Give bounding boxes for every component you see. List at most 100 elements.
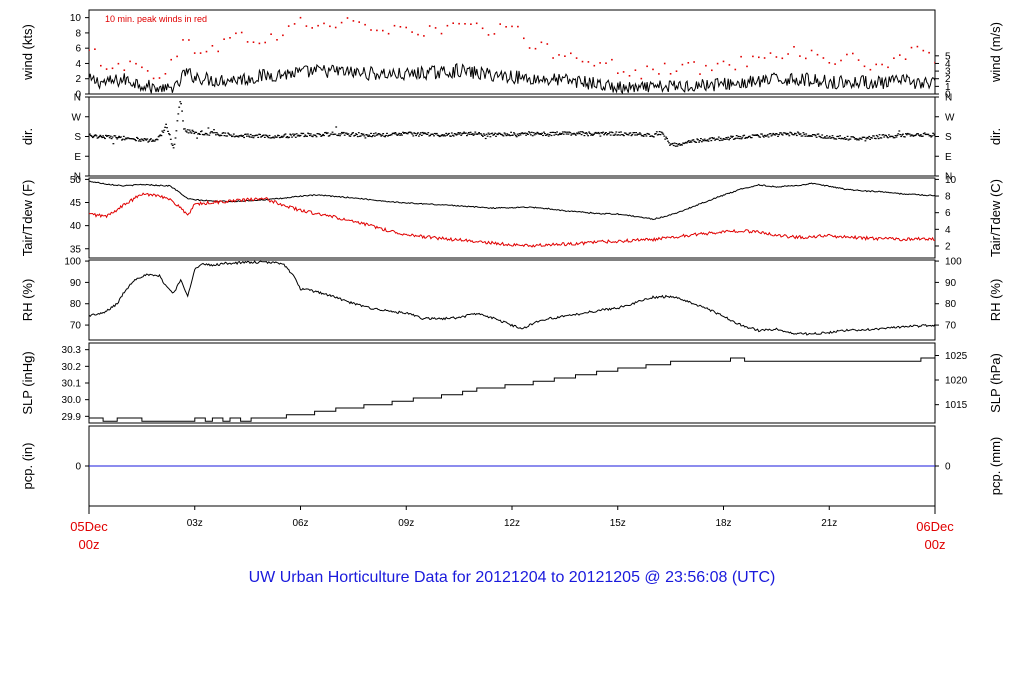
- direction-dot: [573, 132, 575, 134]
- direction-dot: [290, 134, 292, 136]
- direction-dot: [192, 130, 195, 133]
- peak-wind-dot: [352, 20, 355, 22]
- direction-dot: [252, 137, 255, 139]
- peak-wind-dot: [934, 61, 935, 64]
- direction-dot: [781, 134, 784, 136]
- direction-dot: [273, 137, 276, 139]
- direction-dot: [386, 132, 388, 134]
- direction-dot: [800, 135, 803, 137]
- direction-dot: [311, 136, 314, 138]
- direction-dot: [891, 135, 894, 137]
- direction-dot: [925, 133, 928, 135]
- peak-wind-dot: [781, 57, 784, 60]
- direction-dot: [217, 134, 220, 136]
- direction-dot: [306, 135, 308, 137]
- direction-dot: [615, 131, 618, 133]
- direction-dot: [508, 134, 511, 136]
- direction-dot: [716, 138, 718, 140]
- peak-wind-dot: [728, 64, 731, 66]
- direction-dot: [211, 131, 213, 133]
- direction-dot: [197, 133, 199, 135]
- direction-dot: [721, 139, 724, 141]
- direction-dot: [513, 132, 515, 134]
- peak-wind-dot: [487, 34, 490, 36]
- right-tick-label: S: [945, 132, 952, 143]
- direction-dot: [319, 134, 322, 136]
- direction-dot: [515, 136, 518, 138]
- direction-dot: [844, 138, 847, 140]
- peak-wind-dot: [358, 21, 360, 23]
- peak-wind-dot: [423, 35, 425, 37]
- series-step-line: [89, 357, 935, 422]
- direction-dot: [200, 130, 203, 132]
- direction-dot: [580, 134, 583, 136]
- direction-dot: [399, 134, 401, 136]
- direction-dot: [451, 134, 454, 136]
- direction-dot: [213, 129, 215, 131]
- direction-dot: [240, 134, 243, 136]
- time-tick-label: 15z: [610, 518, 626, 529]
- peak-wind-dot: [235, 32, 237, 35]
- direction-dot: [778, 134, 780, 136]
- direction-dot: [458, 133, 461, 135]
- direction-dot: [371, 136, 373, 138]
- direction-dot: [280, 135, 283, 137]
- direction-dot: [308, 133, 310, 135]
- direction-dot: [855, 138, 857, 140]
- direction-dot: [215, 132, 218, 134]
- direction-dot: [227, 132, 229, 134]
- direction-dot: [659, 134, 662, 136]
- direction-dot: [243, 136, 245, 139]
- direction-dot: [696, 138, 699, 140]
- direction-dot: [518, 133, 521, 135]
- direction-dot: [488, 133, 491, 135]
- direction-dot: [442, 135, 445, 137]
- direction-dot: [415, 134, 417, 137]
- direction-dot: [184, 130, 187, 132]
- direction-dot: [430, 133, 433, 135]
- left-axis-title: RH (%): [20, 279, 35, 322]
- direction-dot: [164, 126, 166, 128]
- direction-dot: [874, 138, 877, 140]
- direction-dot: [826, 135, 828, 137]
- direction-dot: [102, 135, 104, 137]
- direction-dot: [497, 133, 499, 136]
- direction-dot: [906, 132, 909, 135]
- direction-dot: [157, 136, 160, 138]
- direction-dot: [495, 135, 497, 137]
- direction-dot: [193, 132, 196, 135]
- direction-dot: [709, 137, 712, 139]
- direction-dot: [519, 134, 522, 136]
- direction-dot: [248, 136, 251, 138]
- direction-dot: [100, 135, 103, 138]
- left-axis-title: SLP (inHg): [20, 351, 35, 414]
- right-tick-label: 90: [945, 278, 957, 289]
- left-tick-label: 30.0: [62, 395, 82, 406]
- peak-wind-dot: [575, 57, 578, 59]
- peak-wind-dot: [881, 63, 883, 66]
- plot-area: [89, 260, 935, 336]
- direction-dot: [705, 140, 708, 142]
- peak-wind-dot: [622, 71, 625, 73]
- peak-wind-dot: [634, 69, 637, 71]
- peak-wind-dot: [505, 26, 507, 28]
- direction-dot: [338, 133, 340, 135]
- direction-dot: [786, 132, 789, 135]
- direction-dot: [612, 134, 615, 136]
- direction-dot: [473, 133, 476, 135]
- peak-wind-dot: [188, 39, 190, 41]
- right-tick-label: 10: [945, 175, 957, 186]
- direction-dot: [847, 139, 850, 141]
- direction-dot: [185, 131, 188, 133]
- direction-dot: [296, 135, 299, 137]
- peak-wind-dot: [875, 63, 877, 66]
- direction-dot: [713, 137, 715, 139]
- direction-dot: [662, 133, 665, 135]
- direction-dot: [165, 123, 167, 125]
- direction-dot: [680, 143, 683, 146]
- direction-dot: [292, 133, 294, 135]
- direction-dot: [685, 142, 688, 144]
- direction-dot: [785, 133, 788, 136]
- direction-dot: [474, 131, 477, 133]
- direction-dot: [541, 132, 543, 134]
